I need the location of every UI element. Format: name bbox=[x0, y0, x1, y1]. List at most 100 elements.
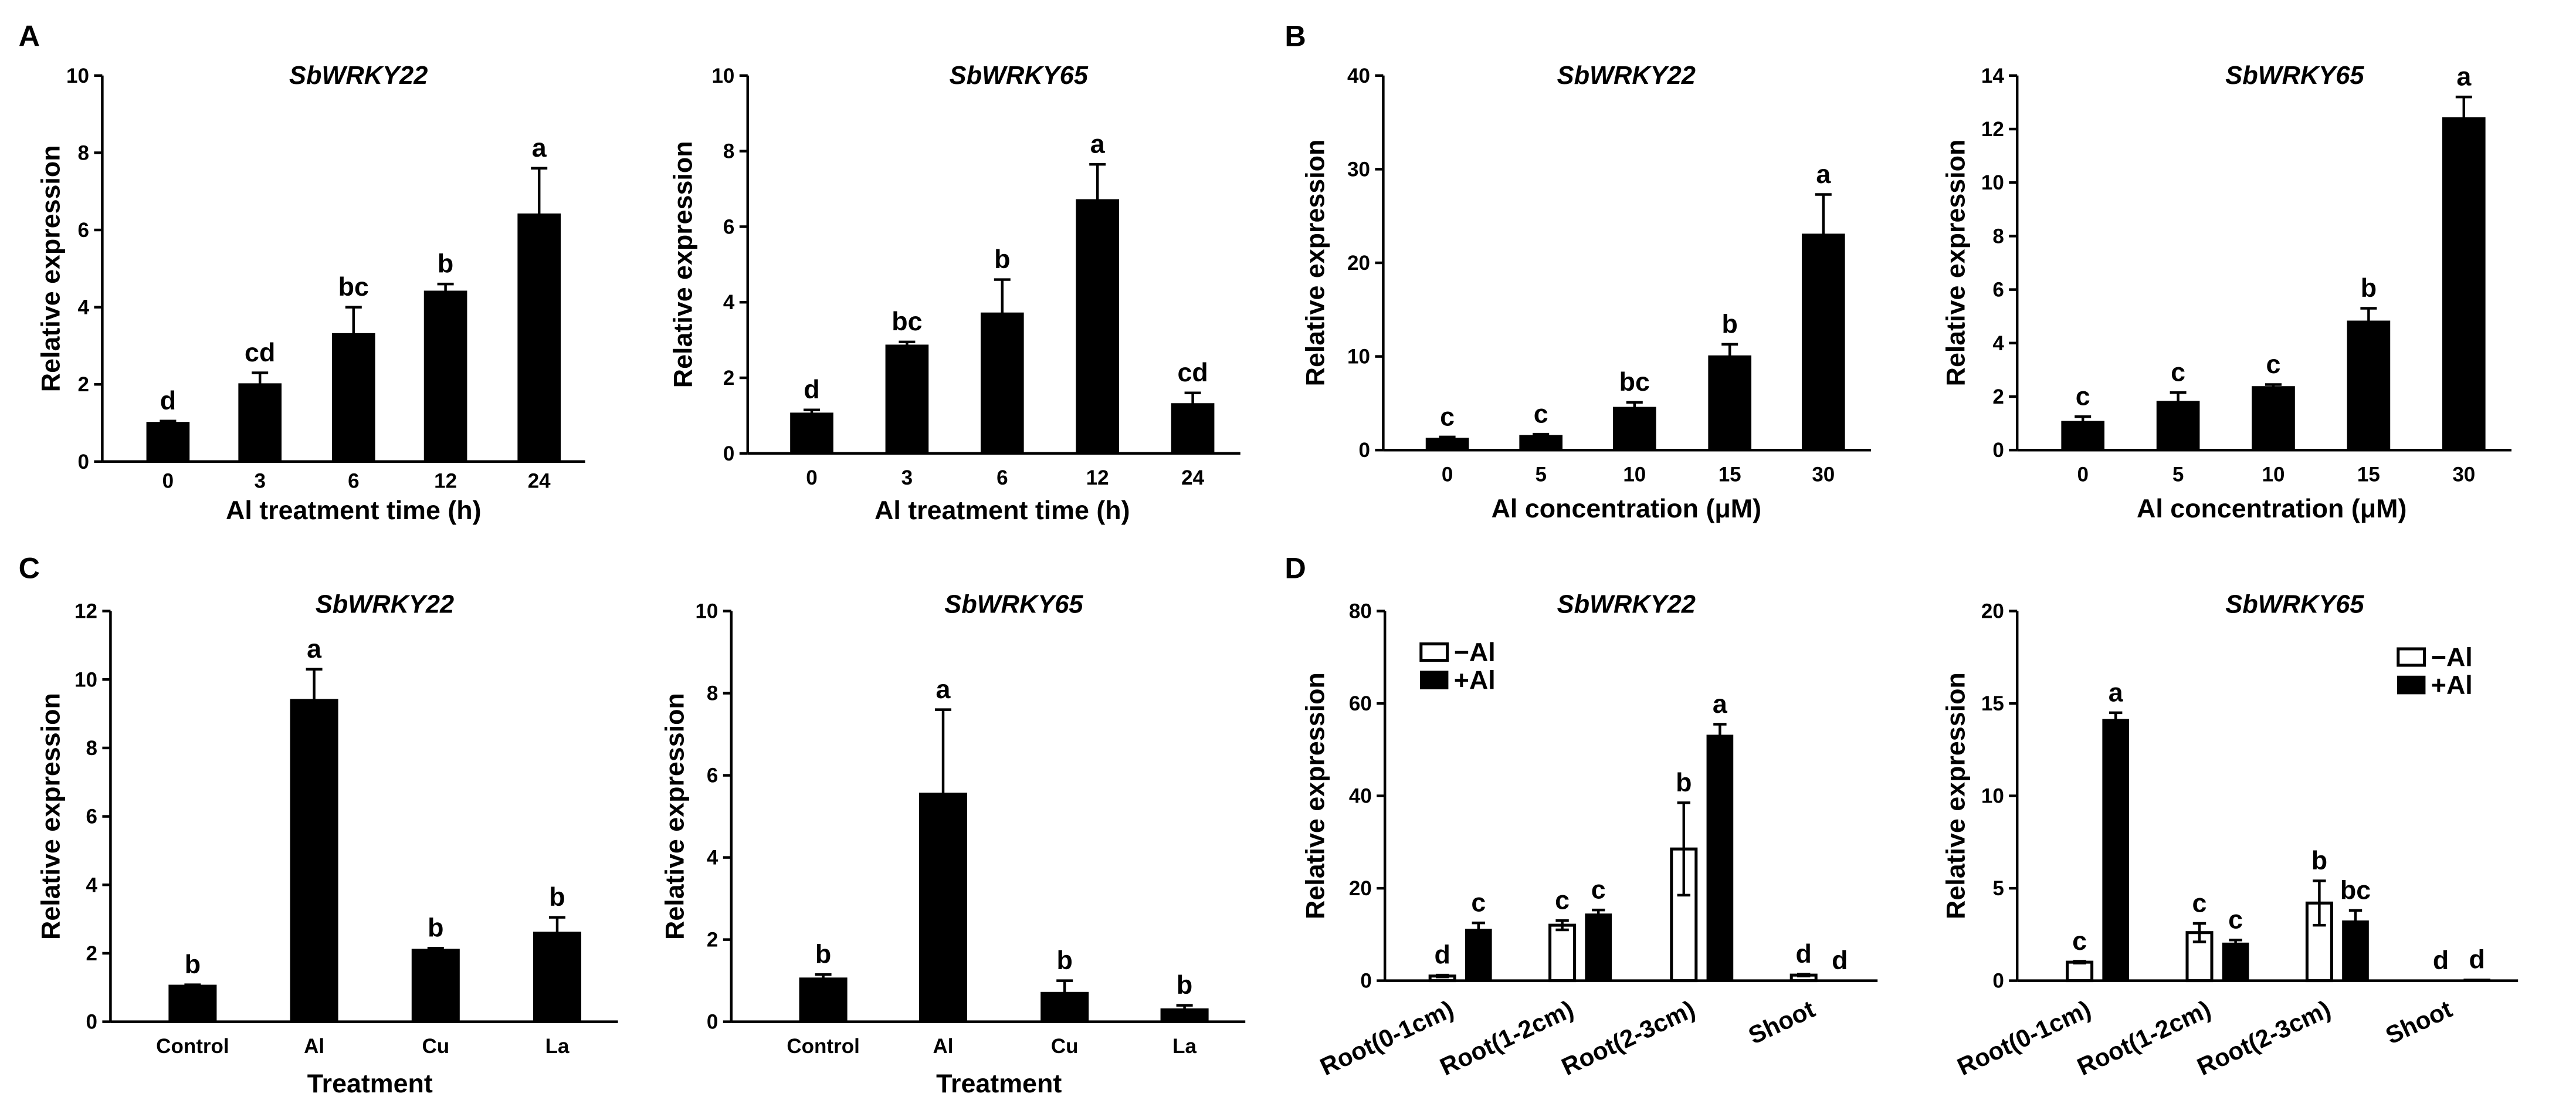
x-tick-label: 5 bbox=[1535, 463, 1546, 486]
bar-main bbox=[2442, 117, 2486, 452]
chart-title: SbWRKY22 bbox=[1557, 62, 1696, 90]
y-tick-label: 6 bbox=[1992, 279, 2004, 302]
bar-plus-al bbox=[1465, 929, 1492, 982]
x-tick-label: La bbox=[1172, 1035, 1197, 1058]
y-tick-label: 20 bbox=[1349, 877, 1372, 900]
y-tick-label: 10 bbox=[74, 668, 97, 691]
y-axis-label: Relative expression bbox=[669, 141, 698, 388]
chart-panel-1-SbWRKY65: SbWRKY65 Relative expression Al treatment … bbox=[669, 62, 1240, 525]
y-tick-label: 4 bbox=[1992, 332, 2004, 355]
y-tick-label: 10 bbox=[695, 600, 718, 623]
y-tick-label: 2 bbox=[78, 373, 89, 396]
y-tick-label: 6 bbox=[78, 219, 89, 242]
y-axis-label: Relative expression bbox=[36, 693, 66, 940]
x-tick-label: 5 bbox=[2172, 463, 2184, 486]
significance-letter: d bbox=[804, 375, 819, 404]
significance-letter: a bbox=[1816, 160, 1831, 189]
significance-letter: d bbox=[1435, 940, 1450, 970]
significance-letter: b bbox=[438, 249, 453, 279]
y-tick-label: 10 bbox=[1981, 171, 2004, 194]
legend-label: −Al bbox=[2431, 642, 2473, 672]
bar-plus-al bbox=[1585, 913, 1612, 982]
chart-title: SbWRKY65 bbox=[944, 590, 1083, 618]
significance-letter: a bbox=[936, 675, 951, 704]
x-tick-label: Control bbox=[156, 1035, 229, 1058]
significance-letter: cd bbox=[1177, 358, 1208, 387]
y-tick-label: 8 bbox=[723, 140, 734, 163]
significance-letter: a bbox=[1713, 689, 1728, 719]
y-tick-label: 0 bbox=[707, 1011, 718, 1034]
x-axis-label: Treatment bbox=[307, 1069, 433, 1098]
significance-letter: c bbox=[1534, 399, 1548, 428]
x-tick-label: Shoot bbox=[1744, 995, 1819, 1050]
y-tick-label: 20 bbox=[1347, 252, 1370, 275]
y-axis-label: Relative expression bbox=[1301, 672, 1330, 919]
y-tick-label: 6 bbox=[707, 764, 718, 787]
x-tick-label: Root(0-1cm) bbox=[1316, 995, 1458, 1081]
y-tick-label: 12 bbox=[1981, 118, 2004, 141]
y-tick-label: 10 bbox=[66, 65, 89, 87]
y-tick-label: 8 bbox=[86, 737, 97, 760]
legend-label: +Al bbox=[1454, 666, 1496, 695]
bar-main bbox=[146, 422, 190, 463]
y-tick-label: 6 bbox=[86, 805, 97, 828]
y-tick-label: 10 bbox=[711, 65, 734, 87]
chart-title: SbWRKY65 bbox=[950, 62, 1089, 90]
x-tick-label: 30 bbox=[1812, 463, 1835, 486]
y-axis-label: Relative expression bbox=[1941, 140, 1971, 387]
x-axis-label: Al treatment time (h) bbox=[875, 496, 1130, 525]
y-tick-label: 2 bbox=[723, 367, 734, 390]
x-tick-label: 6 bbox=[348, 470, 359, 493]
panel-label-c: C bbox=[19, 551, 40, 585]
significance-letter: c bbox=[2192, 888, 2207, 918]
significance-letter: c bbox=[1555, 886, 1570, 915]
chart-title: SbWRKY65 bbox=[2225, 62, 2364, 90]
y-tick-label: 0 bbox=[1359, 439, 1370, 462]
chart-panel-4-SbWRKY22: SbWRKY22 Relative expression Treatment 0 2 4 6… bbox=[36, 590, 618, 1098]
panel-label-b: B bbox=[1284, 19, 1306, 52]
y-tick-label: 40 bbox=[1347, 65, 1370, 87]
x-tick-label: 0 bbox=[1442, 463, 1453, 486]
y-tick-label: 15 bbox=[1981, 692, 2004, 715]
x-axis-label: Al concentration (μM) bbox=[2137, 494, 2406, 523]
x-tick-label: 6 bbox=[996, 466, 1008, 489]
significance-letter: b bbox=[1676, 768, 1692, 797]
x-tick-label: 15 bbox=[2357, 463, 2380, 486]
y-axis-label: Relative expression bbox=[1941, 672, 1971, 919]
y-tick-label: 20 bbox=[1981, 600, 2004, 623]
bar-main bbox=[2252, 386, 2295, 452]
y-tick-label: 0 bbox=[1992, 439, 2004, 462]
y-tick-label: 0 bbox=[78, 451, 89, 473]
significance-letter: bc bbox=[1619, 367, 1650, 397]
x-tick-label: Shoot bbox=[2381, 995, 2456, 1050]
bar-minus-al bbox=[2066, 960, 2094, 983]
x-tick-label: 3 bbox=[254, 470, 265, 493]
significance-letter: a bbox=[2456, 62, 2472, 92]
significance-letter: b bbox=[2361, 273, 2377, 303]
y-tick-label: 4 bbox=[78, 296, 90, 319]
y-tick-label: 8 bbox=[707, 682, 718, 705]
y-tick-label: 4 bbox=[723, 291, 735, 314]
chart-title: SbWRKY22 bbox=[289, 62, 428, 90]
bar-main bbox=[2347, 320, 2391, 452]
panel-label-d: D bbox=[1284, 551, 1306, 585]
y-tick-label: 4 bbox=[86, 874, 98, 896]
x-tick-label: Root(0-1cm) bbox=[1953, 995, 2095, 1081]
significance-letter: c bbox=[2266, 350, 2281, 379]
chart-panel-6-SbWRKY22: SbWRKY22 Relative expression 0 20 40 60 80 Root… bbox=[1301, 590, 1878, 1081]
x-tick-label: 3 bbox=[901, 466, 913, 489]
legend-swatch bbox=[1419, 642, 1449, 662]
y-tick-label: 2 bbox=[1992, 385, 2004, 408]
significance-letter: d bbox=[1796, 939, 1812, 969]
x-tick-label: Root(2-3cm) bbox=[2193, 995, 2335, 1081]
x-tick-label: 30 bbox=[2452, 463, 2475, 486]
significance-letter: b bbox=[2311, 846, 2327, 875]
x-tick-label: Root(2-3cm) bbox=[1557, 995, 1699, 1081]
significance-letter: cd bbox=[245, 338, 275, 367]
x-tick-label: 24 bbox=[1181, 466, 1204, 489]
y-tick-label: 0 bbox=[86, 1011, 97, 1034]
bar-main bbox=[411, 949, 460, 1023]
x-tick-label: Root(1-2cm) bbox=[2073, 995, 2215, 1081]
significance-letter: b bbox=[1177, 970, 1192, 1000]
y-tick-label: 8 bbox=[1992, 225, 2004, 248]
